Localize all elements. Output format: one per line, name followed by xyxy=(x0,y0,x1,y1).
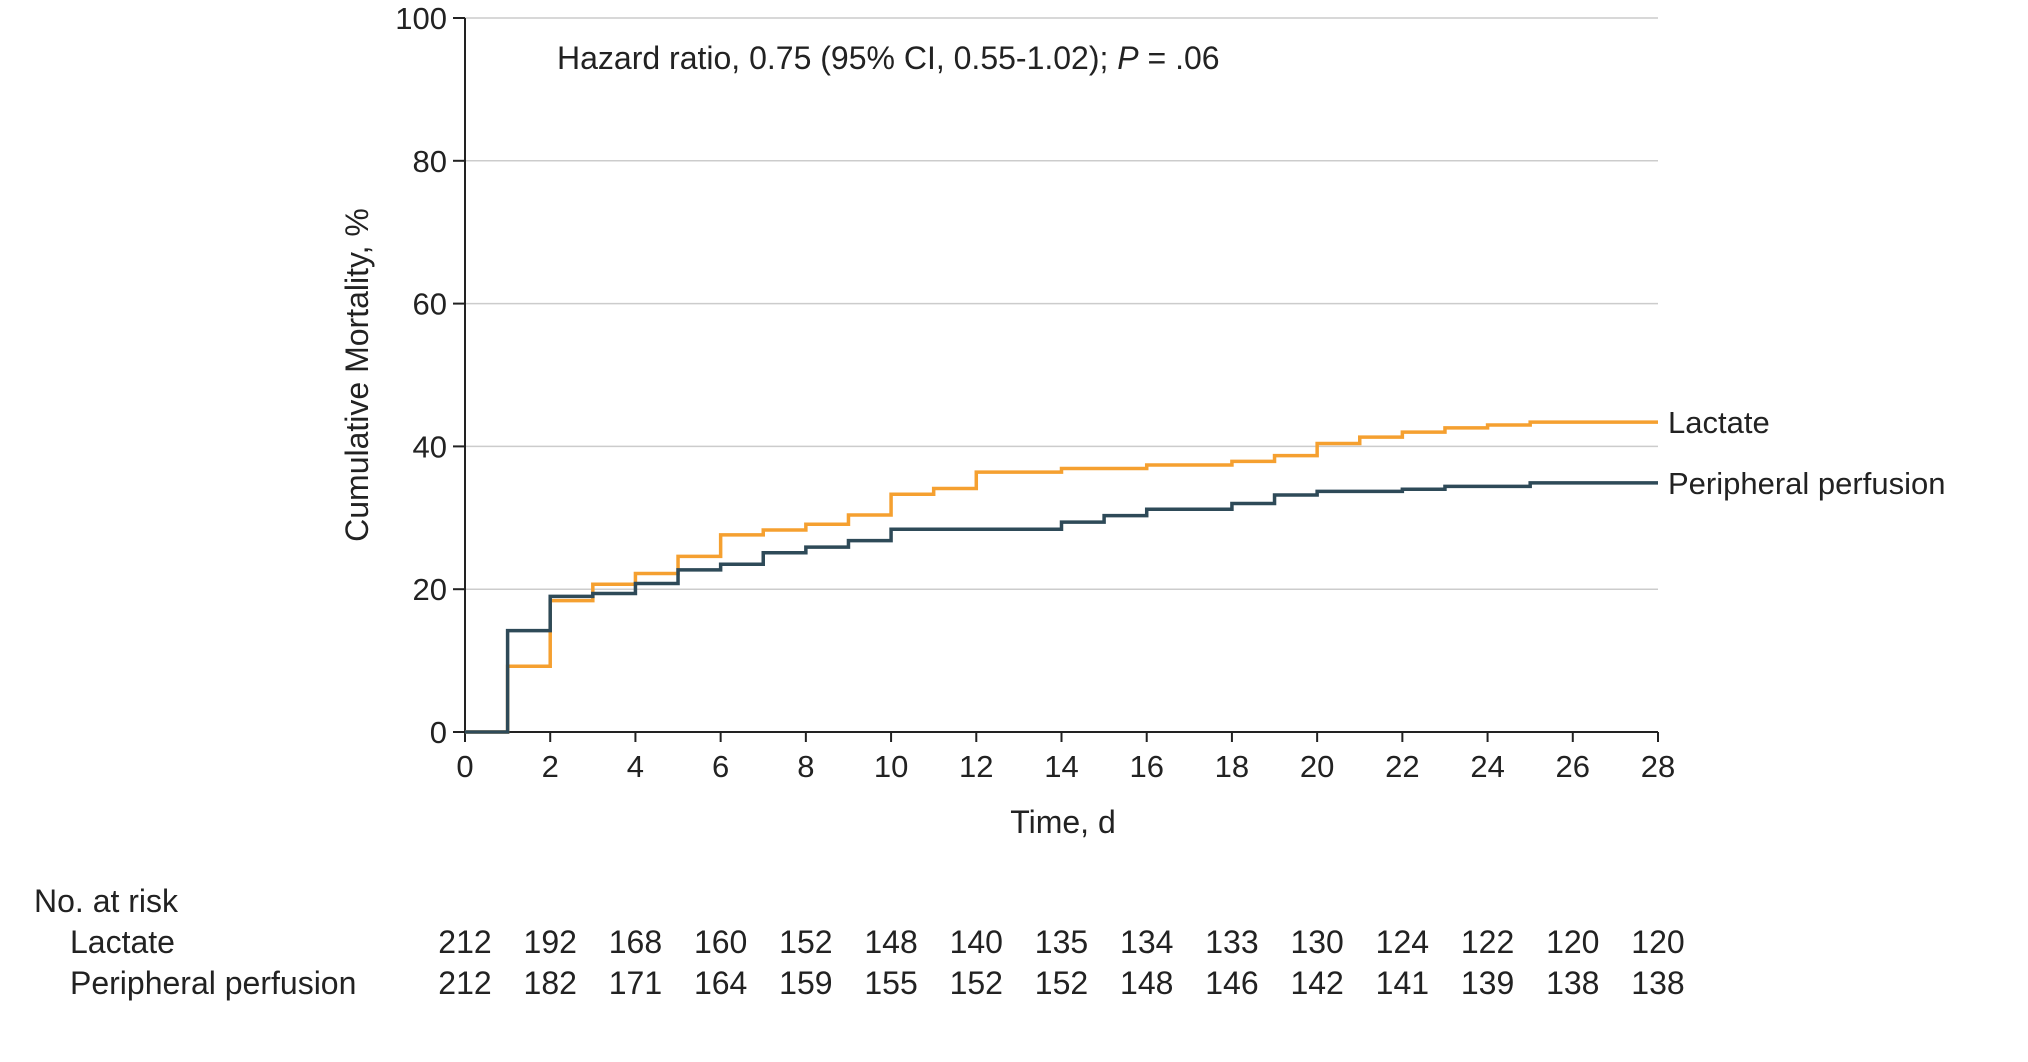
y-tick-label-60: 60 xyxy=(413,287,447,322)
risk-row-label-lactate: Lactate xyxy=(70,924,175,960)
risk-value-lactate: 120 xyxy=(1631,924,1684,960)
y-tick-label-0: 0 xyxy=(430,715,447,750)
risk-row-label-peripheral: Peripheral perfusion xyxy=(70,965,356,1001)
risk-value-peripheral-perfusion: 152 xyxy=(1035,965,1088,1001)
hazard-ratio-annotation: Hazard ratio, 0.75 (95% CI, 0.55-1.02); … xyxy=(557,40,1220,76)
x-tick-label-12: 12 xyxy=(959,749,993,784)
risk-value-lactate: 192 xyxy=(524,924,577,960)
y-tick-label-80: 80 xyxy=(413,144,447,179)
risk-value-lactate: 135 xyxy=(1035,924,1088,960)
risk-value-peripheral-perfusion: 152 xyxy=(950,965,1003,1001)
risk-value-peripheral-perfusion: 148 xyxy=(1120,965,1173,1001)
curve-lactate xyxy=(465,420,1658,734)
risk-value-lactate: 168 xyxy=(609,924,662,960)
series-label-peripheral-perfusion: Peripheral perfusion xyxy=(1668,466,1945,501)
x-tick-label-6: 6 xyxy=(712,749,729,784)
axes xyxy=(453,17,1659,742)
risk-value-lactate: 130 xyxy=(1290,924,1343,960)
y-tick-label-100: 100 xyxy=(395,1,447,36)
x-tick-label-10: 10 xyxy=(874,749,908,784)
risk-value-peripheral-perfusion: 139 xyxy=(1461,965,1514,1001)
risk-value-peripheral-perfusion: 159 xyxy=(779,965,832,1001)
risk-value-peripheral-perfusion: 141 xyxy=(1376,965,1429,1001)
series-label-lactate: Lactate xyxy=(1668,405,1770,440)
x-tick-label-26: 26 xyxy=(1556,749,1590,784)
y-axis-title: Cumulative Mortality, % xyxy=(339,208,375,542)
annotation-prefix: Hazard ratio, 0.75 (95% CI, 0.55-1.02); xyxy=(557,40,1117,76)
x-tick-label-24: 24 xyxy=(1470,749,1504,784)
curve-peripheral-perfusion xyxy=(465,481,1658,734)
x-tick-label-16: 16 xyxy=(1129,749,1163,784)
risk-value-peripheral-perfusion: 155 xyxy=(864,965,917,1001)
risk-value-peripheral-perfusion: 164 xyxy=(694,965,747,1001)
risk-value-peripheral-perfusion: 212 xyxy=(438,965,491,1001)
risk-value-lactate: 160 xyxy=(694,924,747,960)
risk-value-lactate: 133 xyxy=(1205,924,1258,960)
x-tick-label-18: 18 xyxy=(1215,749,1249,784)
x-tick-label-20: 20 xyxy=(1300,749,1334,784)
x-axis-title: Time, d xyxy=(1010,804,1116,840)
risk-value-peripheral-perfusion: 138 xyxy=(1631,965,1684,1001)
risk-value-lactate: 134 xyxy=(1120,924,1173,960)
annotation-p-value: = .06 xyxy=(1139,40,1220,76)
x-tick-label-0: 0 xyxy=(456,749,473,784)
annotation-p-label: P xyxy=(1117,40,1139,76)
risk-value-lactate: 122 xyxy=(1461,924,1514,960)
risk-value-lactate: 120 xyxy=(1546,924,1599,960)
risk-table-values: 212 192 168 160 152 148 140 135 134 133 130 124 122 1… xyxy=(438,924,1684,1001)
risk-value-peripheral-perfusion: 171 xyxy=(609,965,662,1001)
y-tick-label-20: 20 xyxy=(413,572,447,607)
risk-value-lactate: 212 xyxy=(438,924,491,960)
x-tick-label-14: 14 xyxy=(1044,749,1078,784)
x-tick-label-4: 4 xyxy=(627,749,644,784)
risk-value-peripheral-perfusion: 182 xyxy=(524,965,577,1001)
risk-value-peripheral-perfusion: 138 xyxy=(1546,965,1599,1001)
survival-curves xyxy=(465,420,1658,734)
x-tick-label-8: 8 xyxy=(797,749,814,784)
risk-value-peripheral-perfusion: 146 xyxy=(1205,965,1258,1001)
x-tick-label-28: 28 xyxy=(1641,749,1675,784)
risk-value-lactate: 124 xyxy=(1376,924,1429,960)
risk-value-lactate: 148 xyxy=(864,924,917,960)
risk-table-title: No. at risk xyxy=(34,883,179,919)
gridlines xyxy=(465,17,1658,590)
x-tick-label-2: 2 xyxy=(542,749,559,784)
risk-value-lactate: 152 xyxy=(779,924,832,960)
x-tick-label-22: 22 xyxy=(1385,749,1419,784)
risk-value-peripheral-perfusion: 142 xyxy=(1290,965,1343,1001)
risk-value-lactate: 140 xyxy=(950,924,1003,960)
y-tick-label-40: 40 xyxy=(413,429,447,464)
